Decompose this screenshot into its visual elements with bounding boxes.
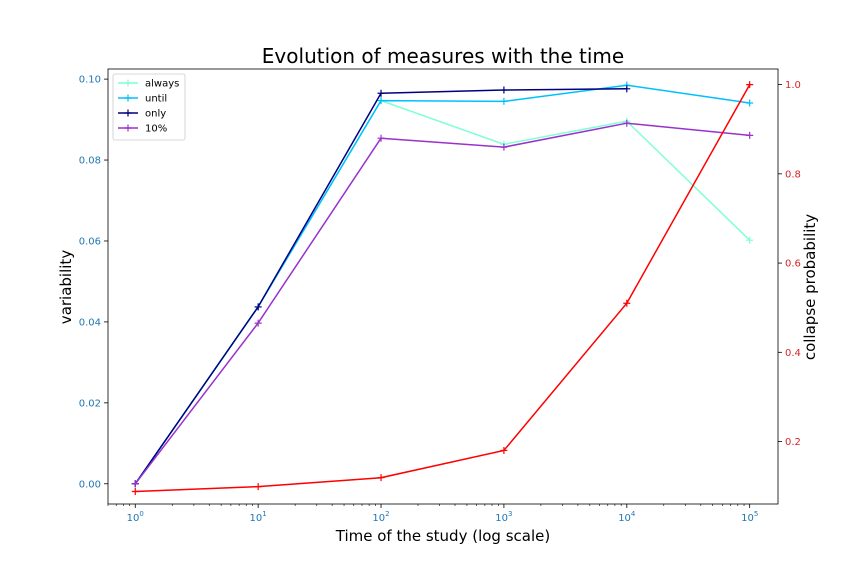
series-3 (131, 119, 754, 488)
x-tick-label: 102 (372, 510, 389, 524)
y-axis-label: variability (57, 250, 75, 325)
y-tick-label: 0.10 (79, 75, 101, 86)
legend-label: always (145, 79, 179, 90)
data-point (746, 99, 754, 107)
chart-title: Evolution of measures with the time (262, 44, 624, 68)
data-point (746, 236, 754, 244)
legend-marker (124, 109, 132, 117)
y-tick-label: 0.02 (79, 398, 101, 409)
plot-frame (107, 68, 779, 505)
x-tick-label: 104 (618, 510, 636, 524)
data-point (254, 483, 262, 491)
data-point (746, 131, 754, 139)
data-point (254, 319, 262, 327)
legend-box (112, 73, 186, 141)
legend-marker (124, 79, 132, 87)
legend-entry: always (118, 79, 179, 90)
x-tick-label: 103 (495, 510, 512, 524)
x-tick-label: 105 (741, 510, 758, 524)
legend-label: until (145, 94, 167, 105)
legend-entry: only (118, 109, 166, 120)
y2-tick-label: 0.6 (785, 259, 801, 270)
legend-marker (124, 124, 132, 132)
x-tick-label: 100 (127, 510, 144, 524)
series-4 (131, 81, 754, 496)
y2-tick-label: 1.0 (785, 80, 801, 91)
data-point (377, 134, 385, 142)
plot-area (131, 81, 754, 496)
y2-tick-label: 0.2 (785, 437, 801, 448)
axes: 100 101 102 103 104 105 0.00 0.02 0.04 0.06 0.08 0.… (79, 75, 801, 524)
data-point (746, 81, 754, 89)
x-tick-label: 101 (250, 510, 267, 524)
x-axis-label: Time of the study (log scale) (335, 527, 550, 545)
legend-entry: 10% (118, 124, 167, 135)
y-tick-label: 0.04 (79, 317, 101, 328)
y-tick-label: 0.06 (79, 236, 101, 247)
series-line (134, 122, 750, 485)
data-point (500, 97, 508, 105)
data-point (131, 480, 139, 488)
data-point (623, 85, 631, 93)
data-point (500, 86, 508, 94)
data-point (254, 303, 262, 311)
data-point (500, 143, 508, 151)
legend-label: 10% (145, 124, 167, 135)
y2-axis-label: collapse probability (801, 214, 819, 360)
legend-marker (124, 94, 132, 102)
data-point (623, 119, 631, 127)
y2-tick-label: 0.4 (785, 348, 801, 359)
data-point (500, 446, 508, 454)
y2-tick-label: 0.8 (785, 169, 801, 180)
data-point (131, 488, 139, 496)
data-point (377, 474, 385, 482)
legend-entry: until (118, 94, 167, 105)
data-point (377, 97, 385, 105)
y-tick-label: 0.08 (79, 156, 101, 167)
series-line (135, 84, 751, 493)
data-point (623, 299, 631, 307)
y-tick-label: 0.00 (79, 479, 101, 490)
data-point (377, 89, 385, 97)
legend: always until only 10% (112, 73, 186, 141)
legend-label: only (145, 109, 166, 120)
